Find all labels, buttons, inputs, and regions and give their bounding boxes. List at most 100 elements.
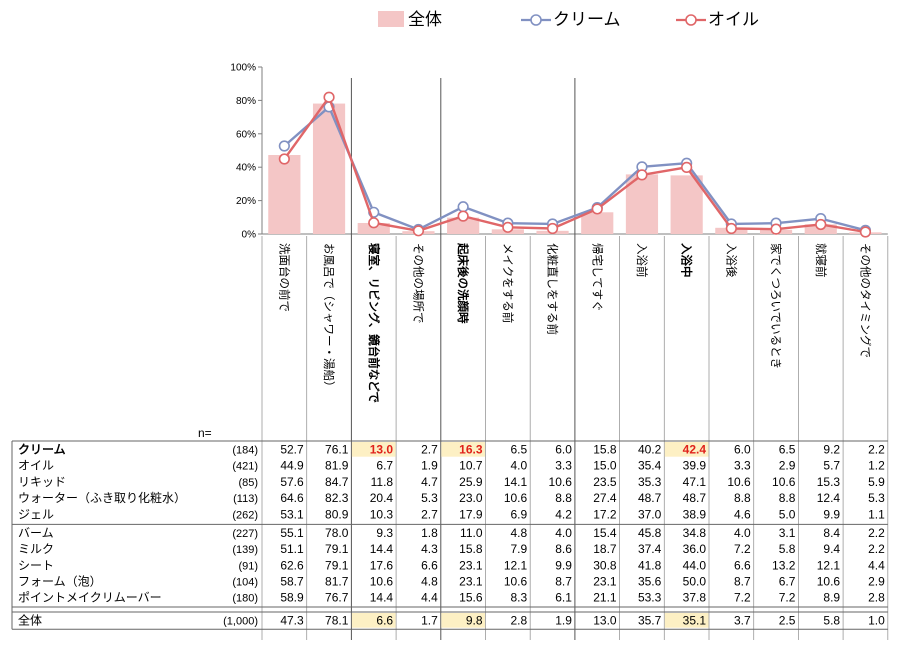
table-cell: 39.9 <box>683 459 707 473</box>
table-cell: 41.8 <box>638 558 662 572</box>
table-cell: 10.6 <box>727 475 751 489</box>
table-cell: 9.2 <box>823 443 840 457</box>
table-cell: 6.7 <box>779 575 796 589</box>
legend-label: オイル <box>708 10 759 30</box>
table-row: シート (91) 62.6 79.1 17.6 6.6 23.1 12.1 9.9 30.8 41.… <box>18 558 885 572</box>
table-cell: 45.8 <box>638 526 662 540</box>
table-cell: 44.9 <box>280 459 304 473</box>
table-cell: 76.1 <box>325 443 349 457</box>
table-cell: 35.7 <box>638 614 662 628</box>
table-cell: 6.7 <box>376 459 393 473</box>
point-oil <box>725 222 737 235</box>
y-tick-label: 60% <box>236 129 256 140</box>
table-cell: 4.2 <box>555 507 572 521</box>
table-cell: 16.3 <box>459 443 483 457</box>
table-cell: 78.0 <box>325 526 349 540</box>
point-oil <box>546 222 559 235</box>
table-cell: 15.4 <box>593 526 617 540</box>
row-n: (139) <box>232 544 258 556</box>
table-cell: 12.1 <box>817 558 841 572</box>
point-oil <box>636 169 648 181</box>
table-cell: 37.8 <box>683 591 707 605</box>
n-header: n= <box>198 426 212 440</box>
table-cell: 3.7 <box>734 614 751 628</box>
table-cell: 18.7 <box>593 542 617 556</box>
table-cell: 53.3 <box>638 591 662 605</box>
table-cell: 35.6 <box>638 575 662 589</box>
row-label: 全体 <box>18 613 42 628</box>
bar-total <box>670 175 703 234</box>
table-cell: 84.7 <box>325 475 349 489</box>
table-cell: 4.0 <box>511 459 528 473</box>
table-cell: 3.1 <box>779 526 796 540</box>
table-cell: 20.4 <box>370 491 394 505</box>
table-cell: 10.7 <box>459 459 483 473</box>
highlight-cell-bg <box>664 613 709 628</box>
table-cell: 10.6 <box>504 491 528 505</box>
table-cell: 23.1 <box>459 575 483 589</box>
table-cell: 8.8 <box>734 491 751 505</box>
table-cell: 4.0 <box>734 526 751 540</box>
table-cell: 17.6 <box>370 558 394 572</box>
table-cell: 2.7 <box>421 507 438 521</box>
table-cell: 9.9 <box>555 558 572 572</box>
table-cell: 1.8 <box>421 526 438 540</box>
table-cell: 5.3 <box>421 491 438 505</box>
table-cell: 35.1 <box>683 614 707 628</box>
table-cell: 5.8 <box>779 542 796 556</box>
point-cream <box>278 140 290 152</box>
legend-marker <box>530 14 542 26</box>
table-cell: 58.7 <box>280 575 304 589</box>
category-label: 入浴後 <box>724 243 738 278</box>
row-n: (262) <box>232 509 258 521</box>
point-oil <box>368 217 380 229</box>
table-row: 全体 (1,000) 47.3 78.1 6.6 1.7 9.8 2.8 1.9 13.0 35.7… <box>18 613 885 628</box>
table-cell: 4.8 <box>511 526 528 540</box>
table-cell: 50.0 <box>683 575 707 589</box>
point-oil <box>591 203 603 215</box>
table-cell: 5.0 <box>779 507 796 521</box>
table-cell: 8.4 <box>823 526 840 540</box>
category-label: その他のタイミングで <box>858 243 872 358</box>
table-cell: 48.7 <box>683 491 707 505</box>
point-oil <box>502 221 514 233</box>
table-cell: 23.0 <box>459 491 483 505</box>
series-line-cream <box>283 105 866 232</box>
table-cell: 6.9 <box>511 507 528 521</box>
table-row: ジェル (262) 53.1 80.9 10.3 2.7 17.9 6.9 4.2 17.2 37.… <box>18 507 885 521</box>
bar-total <box>447 217 480 234</box>
legend-item-oil: オイル <box>676 10 759 30</box>
row-n: (227) <box>232 528 258 540</box>
highlight-cell-bg <box>664 442 709 457</box>
table-cell: 21.1 <box>593 591 617 605</box>
row-n: (1,000) <box>223 616 258 628</box>
y-tick-label: 0% <box>242 230 257 241</box>
table-cell: 6.6 <box>421 558 438 572</box>
table-cell: 5.3 <box>868 491 885 505</box>
table-cell: 14.1 <box>504 475 528 489</box>
table-cell: 12.1 <box>504 558 528 572</box>
table-cell: 37.4 <box>638 542 662 556</box>
table-cell: 4.3 <box>421 542 438 556</box>
point-cream <box>457 201 469 213</box>
table-cell: 10.6 <box>772 475 796 489</box>
table-cell: 6.5 <box>779 443 796 457</box>
table-cell: 52.7 <box>280 443 304 457</box>
table-row: ポイントメイクリムーバー (180) 58.9 76.7 14.4 4.4 15.6 8.3 6… <box>18 591 885 605</box>
table-cell: 7.9 <box>511 542 528 556</box>
table-cell: 4.4 <box>868 558 885 572</box>
category-label: メイクをする前 <box>501 243 515 323</box>
table-cell: 80.9 <box>325 507 349 521</box>
table-cell: 15.8 <box>593 443 617 457</box>
table-row: フォーム（泡） (104) 58.7 81.7 10.6 4.8 23.1 10.6 8.7 23… <box>18 575 885 589</box>
y-tick-label: 80% <box>236 96 256 107</box>
table-cell: 34.8 <box>683 526 707 540</box>
row-n: (180) <box>232 593 258 605</box>
category-label: その他の場所で <box>411 243 425 324</box>
table-cell: 7.2 <box>779 591 796 605</box>
highlight-cell-bg <box>441 613 485 628</box>
table-cell: 15.0 <box>593 459 617 473</box>
table-cell: 14.4 <box>370 591 394 605</box>
table-cell: 2.2 <box>868 443 885 457</box>
